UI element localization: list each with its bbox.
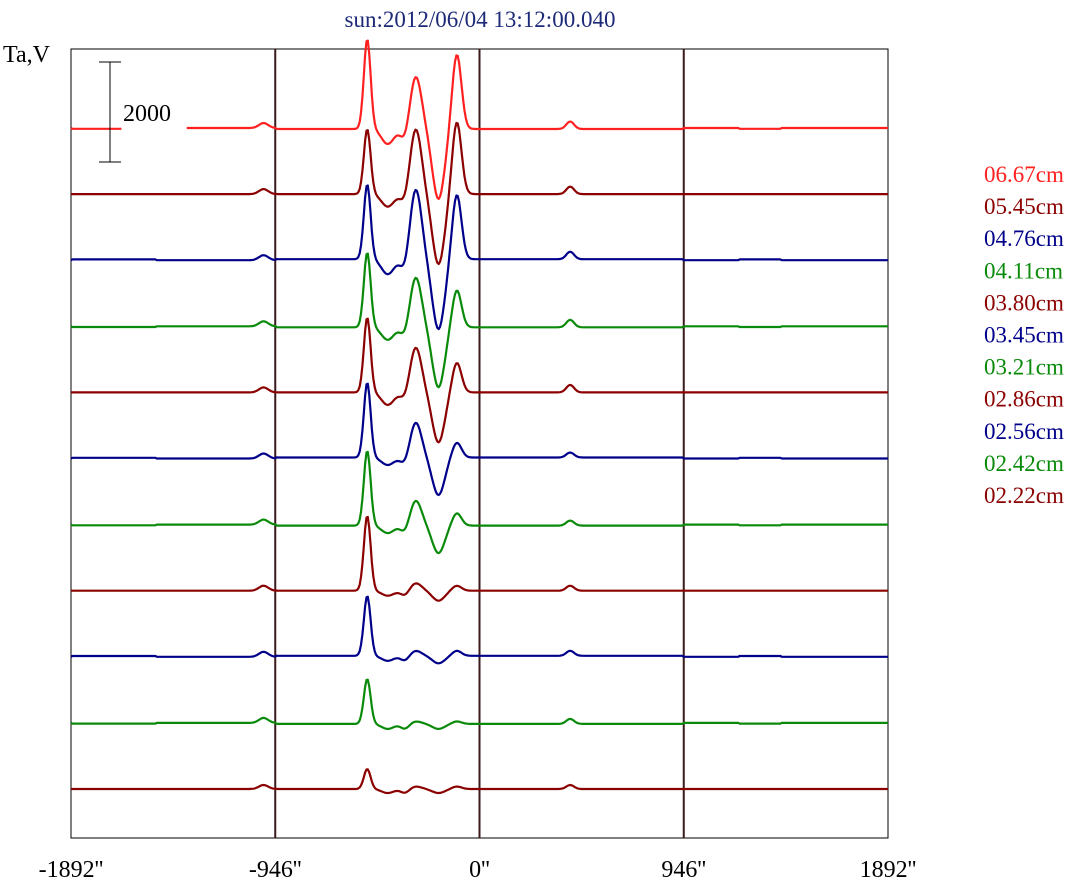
trace-02-22cm bbox=[71, 768, 888, 795]
legend-entry: 05.45cm bbox=[984, 194, 1064, 219]
x-tick-label: 0'' bbox=[469, 857, 490, 883]
legend-entry: 03.45cm bbox=[984, 323, 1064, 348]
trace-04-76cm bbox=[70, 184, 888, 331]
trace-04-11cm bbox=[70, 252, 888, 389]
legend-entry: 04.76cm bbox=[984, 226, 1064, 251]
trace-02-86cm bbox=[71, 515, 888, 602]
trace-06-67cm bbox=[70, 39, 888, 200]
legend-entry: 03.80cm bbox=[984, 290, 1064, 315]
traces bbox=[70, 39, 888, 795]
legend-entry: 06.67cm bbox=[984, 162, 1064, 187]
y-axis-label: Ta,V bbox=[3, 42, 51, 68]
scale-bar-label: 2000 bbox=[123, 101, 171, 127]
chart-title: sun:2012/06/04 13:12:00.040 bbox=[345, 7, 616, 32]
scale-bar: 2000 bbox=[99, 61, 171, 163]
legend: 06.67cm 05.45cm 04.76cm 04.11cm 03.80cm 03.45… bbox=[984, 162, 1064, 508]
x-tick-labels: -1892'' -946'' 0'' 946'' 1892'' bbox=[39, 857, 917, 883]
legend-entry: 02.22cm bbox=[984, 483, 1064, 508]
trace-02-42cm bbox=[70, 678, 888, 730]
legend-entry: 02.42cm bbox=[984, 451, 1064, 476]
x-tick-label: -1892'' bbox=[39, 857, 104, 883]
trace-03-45cm bbox=[70, 382, 888, 497]
x-tick-label: -946'' bbox=[249, 857, 302, 883]
trace-03-21cm bbox=[70, 450, 888, 555]
trace-03-80cm bbox=[71, 317, 888, 444]
legend-entry: 02.86cm bbox=[984, 387, 1064, 412]
trace-02-56cm bbox=[70, 595, 888, 665]
vertical-markers bbox=[274, 49, 685, 838]
legend-entry: 04.11cm bbox=[984, 258, 1063, 283]
x-tick-label: 946'' bbox=[661, 857, 706, 883]
legend-entry: 02.56cm bbox=[984, 419, 1064, 444]
legend-entry: 03.21cm bbox=[984, 355, 1064, 380]
trace-05-45cm bbox=[71, 121, 888, 266]
x-tick-label: 1892'' bbox=[860, 857, 917, 883]
